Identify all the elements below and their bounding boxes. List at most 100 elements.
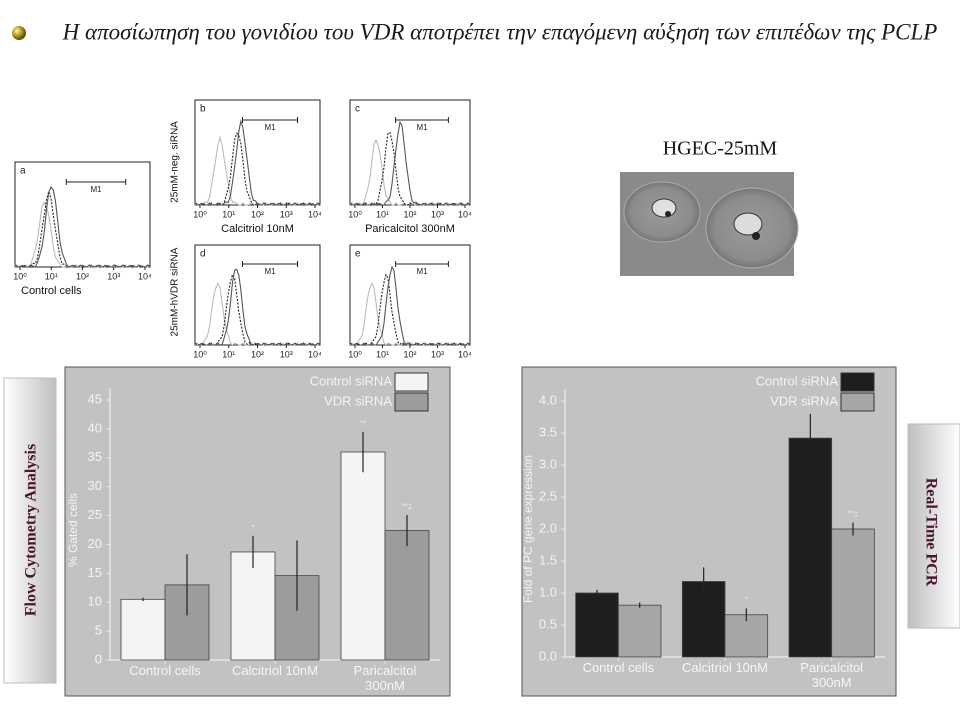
histogram-tick-label: 10² [76,271,89,281]
histogram-tick-label: 10³ [431,209,444,219]
panel-letter: c [355,104,360,115]
legend-swatch [840,392,875,412]
legend-swatch [394,392,429,412]
x-tick-label: Control cells [129,663,201,678]
histogram-curve [349,120,471,206]
gate-label: M1 [264,267,276,276]
gate-label: M1 [416,123,428,132]
y-tick-label: 0 [95,651,102,666]
x-tick-label: Calcitriol 10nM [682,660,768,675]
gate-marker [242,261,298,267]
histogram-tick-label: 10² [403,349,416,359]
panel-caption: Paricalcitol 300nM [365,223,455,235]
y-tick-label: 5 [95,623,102,638]
histogram-tick-label: 10¹ [222,209,235,219]
histogram-tick-label: 10³ [280,209,293,219]
histogram-tick-label: 10⁰ [13,271,27,281]
bar [617,604,662,658]
legend-swatch [394,372,429,392]
y-tick-label: 1.5 [539,552,557,567]
legend-label: VDR siRNA [770,393,838,408]
side-box [3,377,57,684]
x-tick-label: Paricalcitol 300nM [353,663,417,693]
histogram-frame [349,244,471,346]
y-tick-label: 25 [88,507,102,522]
gate-marker [395,261,449,267]
gate-marker [395,116,449,123]
histogram-tick-label: 10¹ [222,349,235,359]
histogram-tick-label: 10³ [431,349,444,359]
histogram-tick-label: 10¹ [376,209,389,219]
histogram-tick-label: 10⁴ [458,209,472,219]
panel-caption: Control cells [21,285,82,297]
histogram-tick-label: 10³ [107,271,120,281]
significance-mark: ** [360,419,366,428]
slide-title: Η αποσίωπηση του γονιδίου του VDR αποτρέ… [62,19,938,44]
histogram-frame [194,244,321,346]
histogram-tick-label: 10⁰ [348,209,362,219]
gate-label: M1 [264,123,276,132]
histogram-curve [194,268,321,346]
significance-mark: **‡ [402,502,413,511]
histogram-tick-label: 10⁰ [193,349,207,359]
y-tick-label: 4.0 [539,392,557,407]
significance-mark: **‡ [848,510,859,519]
y-axis-label: % Gated cells [66,493,80,567]
histogram-frame [194,99,321,206]
histogram-tick-label: 10³ [280,349,293,359]
panel-letter: a [20,166,26,177]
histogram-tick-label: 10¹ [376,349,389,359]
side-box [907,423,960,629]
side-label: Real-Time PCR [922,478,939,587]
bar [724,614,769,658]
x-tick-label: Control cells [582,660,655,675]
y-tick-label: 1.0 [539,584,557,599]
x-tick-label: Calcitriol 10nM [232,663,318,678]
bar [340,451,386,661]
y-tick-label: 20 [88,536,102,551]
y-tick-label: 15 [88,565,102,580]
x-tick-label: Paricalcitol 300nM [800,660,864,690]
y-tick-label: 2.0 [539,520,557,535]
legend-label: Control siRNA [756,373,839,388]
significance-mark: * [745,595,748,604]
histogram-tick-label: 10² [251,349,264,359]
significance-mark: * [251,523,254,532]
y-axis-label: Fold of PC gene expression [521,455,535,603]
micrograph [620,172,799,276]
y-tick-label: 3.5 [539,424,557,439]
image-label: HGEC-25mM [663,138,778,160]
histogram-tick-label: 10⁰ [348,349,362,359]
y-tick-label: 10 [88,594,102,609]
y-tick-label: 35 [88,449,102,464]
y-tick-label: 45 [88,391,102,406]
histogram-curve [194,119,321,206]
y-tick-label: 30 [88,478,102,493]
panel-letter: b [200,104,206,115]
y-tick-label: 3.0 [539,456,557,471]
legend-label: VDR siRNA [324,393,392,408]
histogram-tick-label: 10² [251,209,264,219]
histogram-curve [14,185,151,268]
bar [230,551,276,661]
histogram-tick-label: 10⁰ [193,209,207,219]
row-label: 25mM-hVDR siRNA [170,247,181,336]
gate-marker [65,178,127,185]
y-tick-label: 2.5 [539,488,557,503]
y-tick-label: 0.5 [539,616,557,631]
histogram-tick-label: 10⁴ [138,271,152,281]
histogram-tick-label: 10⁴ [458,349,472,359]
gate-label: M1 [90,185,102,194]
bar [384,530,430,661]
histogram-curve [349,273,471,346]
bullet [12,26,26,40]
bar [575,592,619,658]
panel-letter: d [200,249,206,260]
panel-caption: Calcitriol 10nM [221,223,294,235]
gate-marker [242,116,298,123]
gate-label: M1 [416,267,428,276]
y-tick-label: 0.0 [539,648,557,663]
histogram-tick-label: 10⁴ [308,349,322,359]
legend-label: Control siRNA [310,373,393,388]
